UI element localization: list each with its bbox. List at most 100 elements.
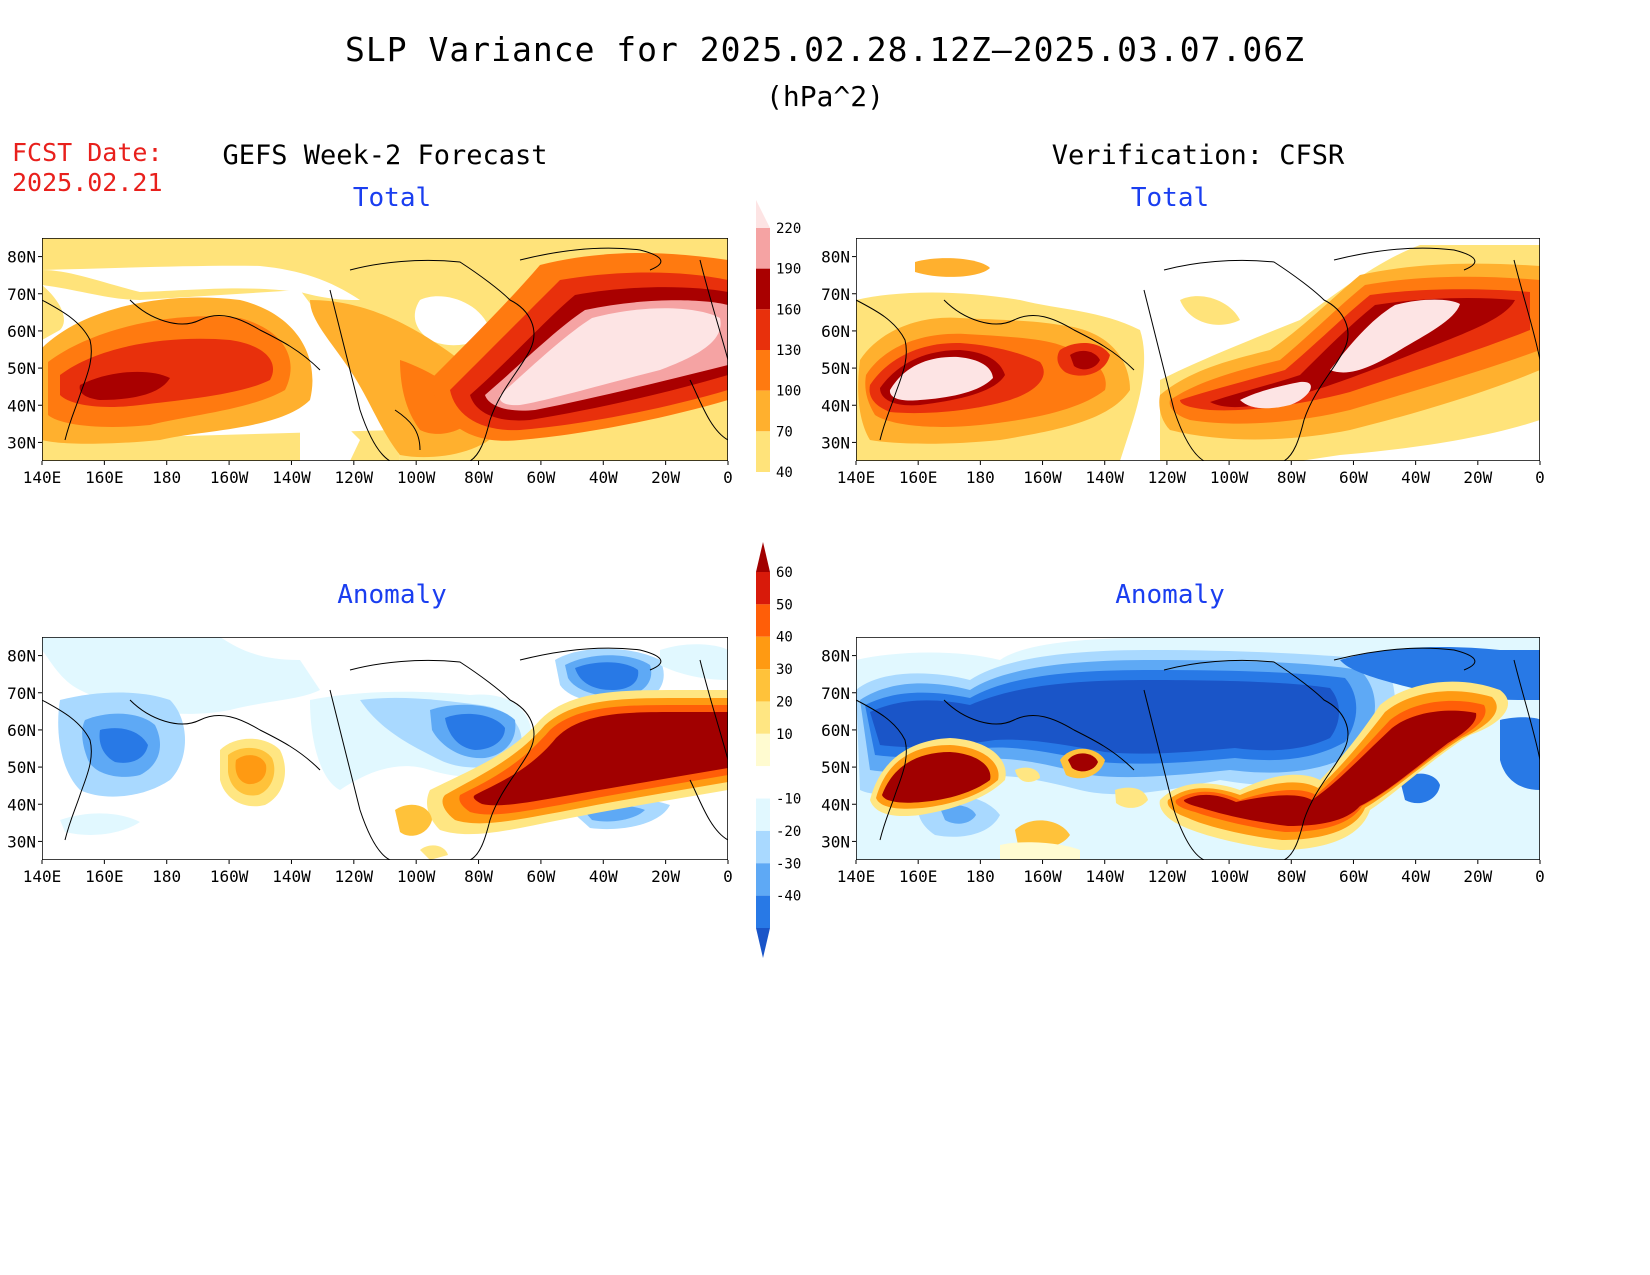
total-colorbar-swatch (756, 350, 770, 391)
forecast-total-lon-label: 140E (23, 468, 62, 487)
forecast-total-lon-label: 100W (397, 468, 436, 487)
verification-anomaly-lon-label: 100W (1210, 867, 1249, 886)
anomaly-colorbar-label: 10 (776, 727, 793, 743)
forecast-anomaly-lon-label: 40W (589, 867, 618, 886)
anomaly-colorbar-label: -20 (776, 824, 801, 840)
verification-anomaly-lon-label: 160W (1023, 867, 1062, 886)
fcst-date-label: FCST Date: (12, 138, 163, 167)
verification-total-lat-label: 40N (821, 396, 850, 415)
total-colorbar-swatch (756, 268, 770, 310)
verification-anomaly-lon-label: 140E (837, 867, 876, 886)
total-colorbar-label: 130 (776, 343, 801, 359)
anomaly-colorbar-label: 60 (776, 565, 793, 581)
verification-total-lon-label: 40W (1401, 468, 1430, 487)
forecast-anomaly-lon-label: 140W (272, 867, 311, 886)
axis-labels: 80N 70N 60N 50N 40N 30N 140E 160E 180 160W 140W 120… (7, 248, 1545, 886)
verification-total-lat-label: 30N (821, 433, 850, 452)
total-colorbar-swatch (756, 309, 770, 350)
forecast-total-lon-label: 0 (723, 468, 733, 487)
forecast-anomaly-lon-label: 120W (335, 867, 374, 886)
forecast-anomaly-lat-label: 30N (7, 832, 36, 851)
verification-anomaly-lon-label: 60W (1339, 867, 1368, 886)
forecast-anomaly-lon-label: 160E (85, 867, 124, 886)
verification-anomaly-lat-label: 50N (821, 758, 850, 777)
forecast-total-lat-label: 30N (7, 433, 36, 452)
verification-anomaly-title: Anomaly (1115, 580, 1225, 610)
forecast-anomaly-lon-label: 0 (723, 867, 733, 886)
verification-anomaly-lon-label: 80W (1277, 867, 1306, 886)
anomaly-colorbar-swatch (756, 895, 770, 928)
verification-total-lon-label: 0 (1535, 468, 1545, 487)
verification-total-lat-label: 70N (821, 285, 850, 304)
anomaly-colorbar-swatch (756, 733, 770, 767)
anomaly-colorbar-swatch (756, 798, 770, 831)
total-colorbar-top-cap (756, 200, 770, 228)
verification-total-title: Total (1130, 183, 1210, 213)
verification-anomaly-lon-label: 20W (1463, 867, 1492, 886)
forecast-total-lon-label: 80W (464, 468, 493, 487)
forecast-anomaly-lat-label: 60N (7, 721, 36, 740)
forecast-total-lat-label: 40N (7, 396, 36, 415)
anomaly-colorbar-label: -40 (776, 889, 801, 905)
forecast-total-map (42, 238, 728, 461)
verification-anomaly-lat-label: 40N (821, 795, 850, 814)
forecast-anomaly-title: Anomaly (337, 580, 447, 610)
forecast-anomaly-lon-label: 80W (464, 867, 493, 886)
anomaly-colorbar-label: -10 (776, 792, 801, 808)
verification-total-lat-label: 80N (821, 248, 850, 267)
forecast-anomaly-map (42, 637, 728, 860)
verification-total-lon-label: 20W (1463, 468, 1492, 487)
fcst-date-block: FCST Date: 2025.02.21 (12, 138, 163, 198)
total-colorbar-bottom-cap (756, 472, 770, 500)
forecast-anomaly-lat-label: 70N (7, 684, 36, 703)
verification-anomaly-lat-label: 80N (821, 647, 850, 666)
forecast-total-lat-label: 60N (7, 322, 36, 341)
total-colorbar-label: 100 (776, 384, 801, 400)
anomaly-colorbar-label: 20 (776, 694, 793, 710)
forecast-anomaly-lon-label: 20W (651, 867, 680, 886)
forecast-total-lon-label: 160E (85, 468, 124, 487)
anomaly-colorbar-swatch (756, 830, 770, 864)
forecast-total-lon-label: 40W (589, 468, 618, 487)
anomaly-colorbar-top-cap (756, 542, 770, 572)
verification-anomaly-lat-label: 30N (821, 832, 850, 851)
total-colorbar-label: 70 (776, 424, 793, 440)
anomaly-colorbar-swatch (756, 636, 770, 670)
forecast-total-lat-label: 80N (7, 248, 36, 267)
verification-anomaly-lon-label: 0 (1535, 867, 1545, 886)
verification-column-title: Verification: CFSR (1051, 140, 1345, 171)
total-colorbar-swatch (756, 431, 770, 472)
verification-total-lon-label: 160W (1023, 468, 1062, 487)
anomaly-colorbar-swatch (756, 863, 770, 896)
colorbars: 40 70 100 130 160 190 220 60 50 40 30 20 10 -10 -20 -30… (756, 200, 801, 958)
anomaly-colorbar-swatch (756, 604, 770, 637)
verification-total-lon-label: 60W (1339, 468, 1368, 487)
forecast-anomaly-lon-label: 160W (210, 867, 249, 886)
verification-total-lon-label: 120W (1148, 468, 1187, 487)
anomaly-colorbar-bottom-cap (756, 928, 770, 958)
forecast-anomaly-lon-label: 180 (152, 867, 181, 886)
verification-anomaly-lon-label: 140W (1085, 867, 1124, 886)
forecast-anomaly-lat-label: 50N (7, 758, 36, 777)
verification-anomaly-lon-label: 120W (1148, 867, 1187, 886)
forecast-total-lat-label: 50N (7, 359, 36, 378)
forecast-total-lon-label: 180 (152, 468, 181, 487)
forecast-anomaly-coastlines (42, 647, 728, 860)
verification-total-lon-label: 140E (837, 468, 876, 487)
forecast-total-lon-label: 60W (526, 468, 555, 487)
forecast-total-title: Total (352, 183, 432, 213)
verification-anomaly-coastlines (856, 647, 1540, 860)
verification-total-map (856, 238, 1540, 461)
verification-anomaly-lon-label: 160E (899, 867, 938, 886)
anomaly-colorbar: 60 50 40 30 20 10 -10 -20 -30 -40 (756, 542, 801, 958)
anomaly-colorbar-label: 50 (776, 597, 793, 613)
forecast-anomaly-lon-label: 140E (23, 867, 62, 886)
total-colorbar: 40 70 100 130 160 190 220 (756, 200, 801, 500)
main-title: SLP Variance for 2025.02.28.12Z–2025.03.… (345, 30, 1305, 69)
anomaly-colorbar-swatch (756, 669, 770, 702)
forecast-total-lon-label: 160W (210, 468, 249, 487)
verification-total-lon-label: 180 (966, 468, 995, 487)
anomaly-colorbar-swatch (756, 766, 770, 799)
verification-anomaly-lon-label: 180 (966, 867, 995, 886)
